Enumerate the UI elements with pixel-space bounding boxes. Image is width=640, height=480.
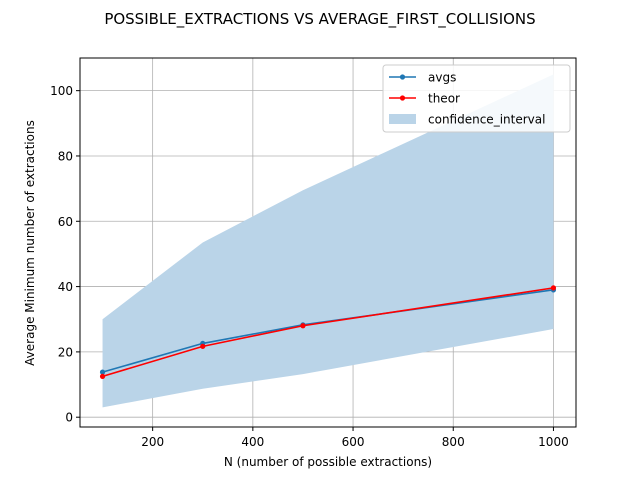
- data-point-theor: [300, 323, 306, 329]
- data-point-theor: [200, 343, 206, 349]
- legend-label-confidence-interval: confidence_interval: [428, 113, 545, 127]
- legend-label-avgs: avgs: [428, 71, 456, 85]
- x-tick-label: 800: [442, 435, 465, 449]
- legend-label-theor: theor: [428, 92, 460, 106]
- data-point-avgs: [99, 369, 106, 375]
- y-tick-label: 60: [58, 215, 73, 229]
- y-tick-label: 100: [50, 84, 73, 98]
- x-tick-label: 400: [241, 435, 264, 449]
- legend-box: [382, 64, 571, 133]
- y-tick-label: 0: [65, 411, 73, 425]
- x-tick-label: 1000: [538, 435, 569, 449]
- data-point-theor: [99, 373, 106, 379]
- legend-marker-theor: [399, 95, 406, 101]
- y-tick-label: 20: [58, 345, 73, 359]
- x-tick-label: 200: [141, 435, 164, 449]
- series-line-theor: [102, 287, 554, 378]
- x-axis-label: N (number of possible extractions): [224, 455, 432, 469]
- data-point-theor: [550, 285, 557, 291]
- chart-title: POSSIBLE_EXTRACTIONS VS AVERAGE_FIRST_CO…: [104, 10, 535, 29]
- y-tick-label: 40: [58, 280, 73, 294]
- legend-marker-avgs: [399, 74, 406, 80]
- plot-frame: [79, 57, 577, 428]
- x-tick-label: 600: [342, 435, 365, 449]
- legend: avgs theor confidence_interval: [382, 64, 571, 133]
- y-tick-label: 80: [58, 149, 73, 163]
- confidence-interval-band: [102, 74, 554, 408]
- legend-patch-confidence-interval: [389, 114, 416, 124]
- y-axis-label: Average Minimum number of extractions: [23, 120, 37, 366]
